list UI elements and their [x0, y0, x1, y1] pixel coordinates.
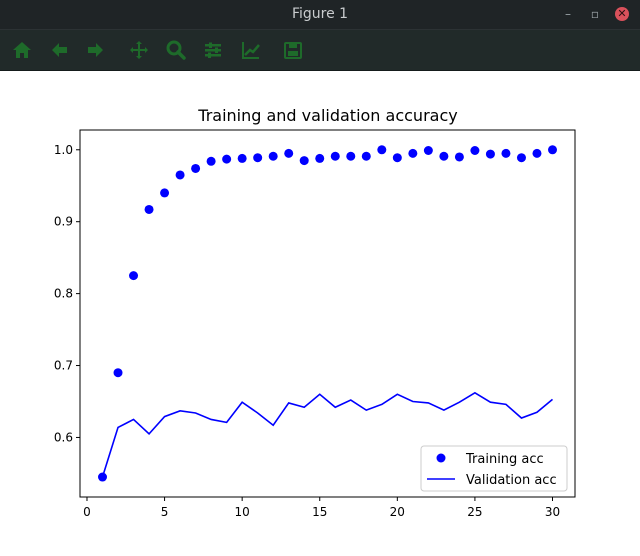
y-tick-label: 1.0	[54, 143, 73, 157]
validation-acc-line	[101, 391, 554, 478]
training-acc-point	[346, 151, 356, 161]
y-tick-label: 0.8	[54, 287, 73, 301]
training-acc-point	[470, 146, 480, 155]
training-acc-point	[160, 188, 170, 198]
window-title: Figure 1	[291, 6, 349, 22]
training-acc-point	[98, 472, 107, 482]
configure-subplots-icon[interactable]	[202, 39, 224, 61]
figure-canvas[interactable]: Training and validation accuracy 0 5 10 15 2…	[0, 71, 640, 552]
training-acc-point	[299, 156, 309, 166]
training-acc-point	[501, 148, 511, 158]
training-acc-point	[408, 148, 418, 158]
y-axis: 0.6 0.7 0.8 0.9 1.0	[54, 143, 80, 444]
home-icon[interactable]	[11, 39, 33, 61]
training-acc-point	[206, 156, 216, 166]
training-acc-point	[268, 151, 278, 161]
legend-frame	[420, 445, 568, 492]
training-acc-point	[532, 148, 542, 158]
training-acc-point	[392, 153, 402, 163]
legend-label-validation: Validation acc	[466, 473, 557, 488]
training-acc-point	[454, 152, 464, 162]
window-titlebar: Figure 1 – ▫ ✕	[0, 0, 640, 30]
training-acc-point	[516, 153, 526, 163]
x-tick-label: 5	[161, 505, 169, 519]
minimize-icon[interactable]: –	[565, 7, 571, 21]
x-tick-label: 0	[83, 505, 91, 519]
training-acc-point	[113, 368, 123, 378]
legend-marker-training	[436, 453, 446, 463]
x-tick-label: 25	[467, 505, 482, 519]
chart-svg: Training and validation accuracy 0 5 10 15 2…	[54, 106, 576, 519]
zoom-icon[interactable]	[165, 39, 187, 61]
navigation-toolbar	[0, 30, 640, 71]
training-acc-point	[191, 163, 201, 173]
training-acc-point	[253, 153, 263, 163]
chart-title: Training and validation accuracy	[197, 106, 457, 125]
training-acc-point	[222, 154, 232, 164]
training-acc-point	[315, 153, 325, 163]
training-acc-point	[485, 149, 495, 159]
y-tick-label: 0.7	[54, 359, 73, 373]
training-acc-point	[129, 271, 139, 281]
x-tick-label: 30	[545, 505, 560, 519]
x-tick-label: 20	[390, 505, 405, 519]
training-acc-point	[284, 148, 294, 158]
training-acc-markers	[98, 145, 557, 482]
x-axis: 0 5 10 15 20 25 30	[83, 497, 560, 519]
forward-arrow-icon[interactable]	[85, 39, 107, 61]
y-tick-label: 0.9	[54, 215, 73, 229]
legend: Training acc Validation acc	[420, 445, 568, 492]
training-acc-point	[144, 204, 154, 214]
training-acc-point	[439, 151, 449, 161]
save-icon[interactable]	[282, 39, 304, 61]
training-acc-point	[330, 151, 340, 161]
training-acc-point	[237, 153, 247, 163]
restore-icon[interactable]: ▫	[590, 7, 600, 21]
close-icon[interactable]: ✕	[615, 7, 629, 21]
training-acc-point	[361, 151, 371, 161]
x-tick-label: 15	[312, 505, 327, 519]
y-tick-label: 0.6	[54, 430, 73, 444]
back-arrow-icon[interactable]	[48, 39, 70, 61]
plot-frame	[79, 129, 576, 498]
training-acc-point	[548, 145, 557, 155]
training-acc-point	[377, 145, 387, 155]
legend-label-training: Training acc	[465, 452, 544, 467]
training-acc-point	[175, 170, 185, 180]
training-acc-point	[423, 146, 433, 155]
pan-icon[interactable]	[128, 39, 150, 61]
x-tick-label: 10	[235, 505, 250, 519]
edit-axis-icon[interactable]	[240, 39, 262, 61]
